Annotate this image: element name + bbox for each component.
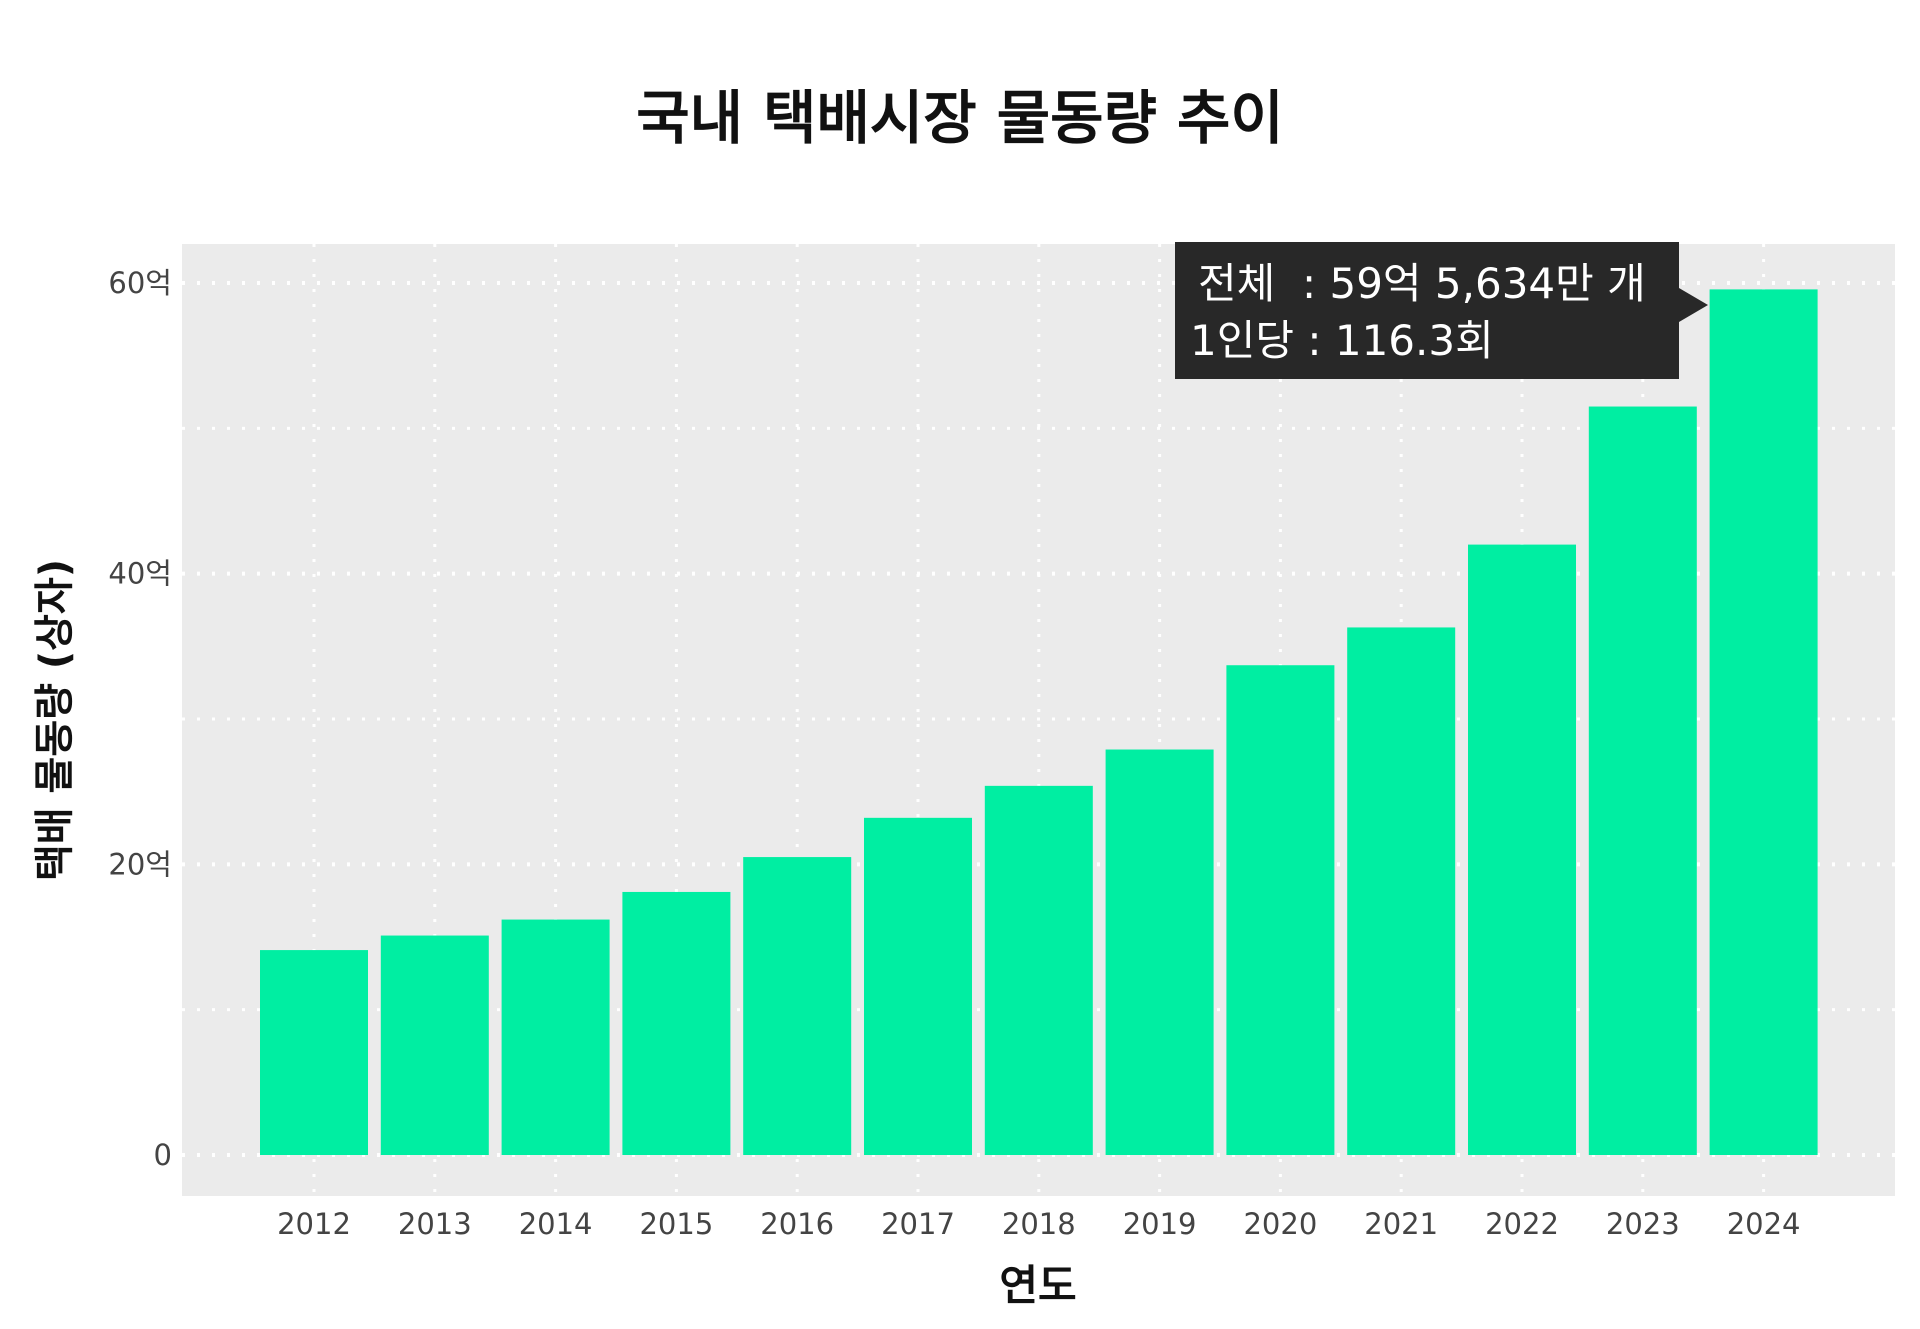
x-tick-label: 2017 <box>881 1207 955 1241</box>
annotation-tooltip: 전체 : 59억 5,634만 개 1인당 : 116.3회 <box>1175 242 1708 379</box>
y-tick-label: 40억 <box>108 557 172 591</box>
bar-2017 <box>864 817 972 1155</box>
y-tick-label: 0 <box>154 1138 172 1172</box>
x-tick-label: 2014 <box>519 1207 593 1241</box>
x-axis-label: 연도 <box>999 1261 1076 1310</box>
bar-2013 <box>380 935 489 1155</box>
x-tick-label: 2019 <box>1123 1207 1197 1241</box>
bar-2023 <box>1588 406 1697 1155</box>
bar-2020 <box>1226 665 1335 1155</box>
bar-2012 <box>260 950 368 1155</box>
chart-title: 국내 택배시장 물동량 추이 <box>636 84 1284 152</box>
tooltip-line-total: 전체 : 59억 5,634만 개 <box>1198 259 1646 308</box>
x-tick-label: 2012 <box>277 1207 351 1241</box>
y-tick-label: 20억 <box>108 847 172 881</box>
tooltip-arrow <box>1679 288 1708 322</box>
bar-2024 <box>1709 289 1818 1155</box>
y-tick-label: 60억 <box>108 266 172 300</box>
x-tick-label: 2023 <box>1606 1207 1680 1241</box>
y-axis-label: 택배 물동량 (상자) <box>32 559 78 881</box>
tooltip-line-per-capita: 1인당 : 116.3회 <box>1190 316 1494 365</box>
bar-2022 <box>1468 544 1576 1155</box>
x-tick-label: 2021 <box>1364 1207 1438 1241</box>
bar-2018 <box>984 785 1093 1155</box>
x-tick-label: 2024 <box>1727 1207 1801 1241</box>
x-tick-label: 2020 <box>1243 1207 1317 1241</box>
bar-2021 <box>1347 627 1456 1155</box>
bar-2015 <box>622 891 731 1155</box>
x-tick-label: 2015 <box>639 1207 713 1241</box>
bar-2016 <box>743 857 852 1155</box>
bar-2019 <box>1105 749 1214 1155</box>
x-tick-label: 2022 <box>1485 1207 1559 1241</box>
x-tick-label: 2016 <box>760 1207 834 1241</box>
x-tick-label: 2018 <box>1002 1207 1076 1241</box>
x-tick-label: 2013 <box>398 1207 472 1241</box>
bar-2014 <box>501 919 610 1155</box>
tooltip-box <box>1175 242 1679 379</box>
